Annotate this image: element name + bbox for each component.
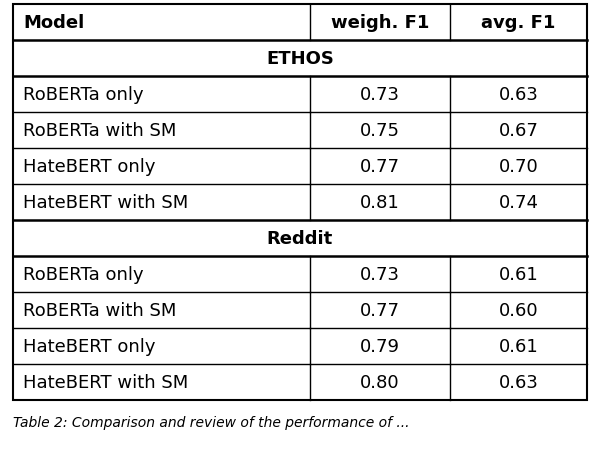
Text: 0.77: 0.77: [360, 301, 400, 319]
Text: avg. F1: avg. F1: [481, 14, 556, 32]
Text: HateBERT only: HateBERT only: [23, 158, 155, 175]
Text: 0.75: 0.75: [360, 122, 400, 140]
Text: ETHOS: ETHOS: [266, 50, 334, 68]
Text: 0.60: 0.60: [499, 301, 538, 319]
Text: 0.73: 0.73: [360, 265, 400, 283]
Text: Table 2: Comparison and review of the performance of ...: Table 2: Comparison and review of the pe…: [13, 415, 409, 429]
Text: HateBERT with SM: HateBERT with SM: [23, 194, 188, 212]
Text: HateBERT only: HateBERT only: [23, 337, 155, 355]
Text: 0.61: 0.61: [499, 337, 538, 355]
Text: 0.73: 0.73: [360, 86, 400, 104]
Text: RoBERTa with SM: RoBERTa with SM: [23, 122, 176, 140]
Text: HateBERT with SM: HateBERT with SM: [23, 373, 188, 391]
Text: weigh. F1: weigh. F1: [331, 14, 429, 32]
Text: 0.63: 0.63: [499, 86, 538, 104]
Text: Reddit: Reddit: [267, 230, 333, 247]
Text: 0.63: 0.63: [499, 373, 538, 391]
Text: 0.77: 0.77: [360, 158, 400, 175]
Text: 0.81: 0.81: [360, 194, 400, 212]
Text: RoBERTa with SM: RoBERTa with SM: [23, 301, 176, 319]
Text: 0.79: 0.79: [360, 337, 400, 355]
Text: RoBERTa only: RoBERTa only: [23, 86, 143, 104]
Text: 0.67: 0.67: [499, 122, 538, 140]
Text: RoBERTa only: RoBERTa only: [23, 265, 143, 283]
Text: Model: Model: [23, 14, 84, 32]
Text: 0.70: 0.70: [499, 158, 538, 175]
Text: 0.74: 0.74: [499, 194, 539, 212]
Bar: [13, 5, 587, 400]
Text: 0.80: 0.80: [360, 373, 400, 391]
Text: 0.61: 0.61: [499, 265, 538, 283]
